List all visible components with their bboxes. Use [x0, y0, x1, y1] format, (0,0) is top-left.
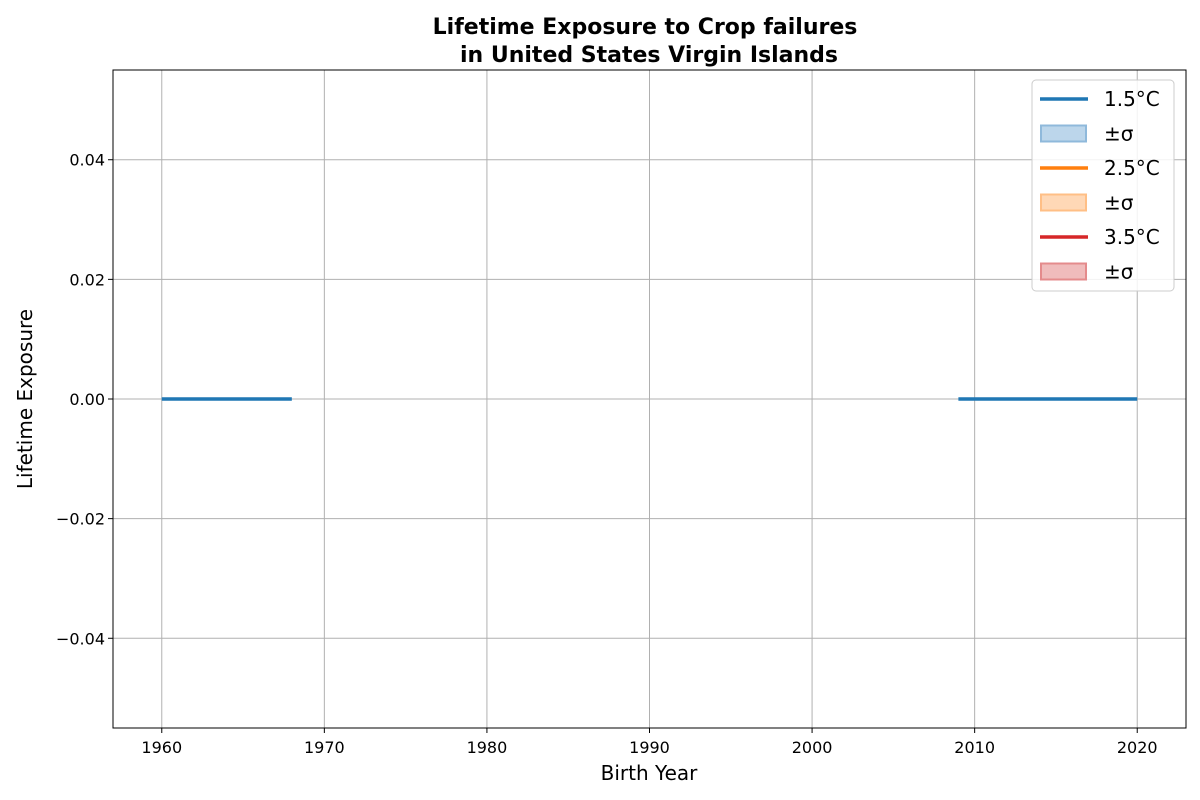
- y-tick-label: −0.04: [56, 629, 105, 648]
- y-tick-label: 0.04: [69, 151, 105, 170]
- y-tick-label: 0.02: [69, 270, 105, 289]
- x-tick-label: 2010: [954, 738, 995, 757]
- legend-label: ±σ: [1104, 260, 1134, 284]
- x-tick-label: 2000: [792, 738, 833, 757]
- legend-label: 1.5°C: [1104, 87, 1160, 111]
- x-tick-label: 1970: [304, 738, 345, 757]
- x-tick-label: 1990: [629, 738, 670, 757]
- y-tick-label: 0.00: [69, 390, 105, 409]
- legend-band-swatch: [1040, 193, 1087, 212]
- legend-band-swatch: [1040, 262, 1087, 281]
- legend-band-swatch: [1040, 124, 1087, 143]
- x-tick-label: 1980: [467, 738, 508, 757]
- legend-box: [1031, 79, 1175, 292]
- x-tick-label: 1960: [141, 738, 182, 757]
- x-axis-label: Birth Year: [601, 761, 698, 785]
- x-tick-label: 2020: [1117, 738, 1158, 757]
- chart-subtitle: in United States Virgin Islands: [460, 43, 838, 68]
- legend-label: 2.5°C: [1104, 156, 1160, 180]
- chart-title: Lifetime Exposure to Crop failures: [433, 15, 858, 40]
- x-axis-ticks: 1960 1970 1980 1990 2000 2010 2020: [141, 728, 1158, 757]
- legend-label: ±σ: [1104, 191, 1134, 215]
- y-tick-label: −0.02: [56, 510, 105, 529]
- y-axis-label: Lifetime Exposure: [13, 309, 37, 489]
- legend-label: 3.5°C: [1104, 225, 1160, 249]
- legend: 1.5°C ±σ 2.5°C ±σ 3.5°C ±σ: [1031, 79, 1175, 292]
- legend-label: ±σ: [1104, 122, 1134, 146]
- y-axis-ticks: 0.04 0.02 0.00 −0.02 −0.04: [56, 151, 113, 648]
